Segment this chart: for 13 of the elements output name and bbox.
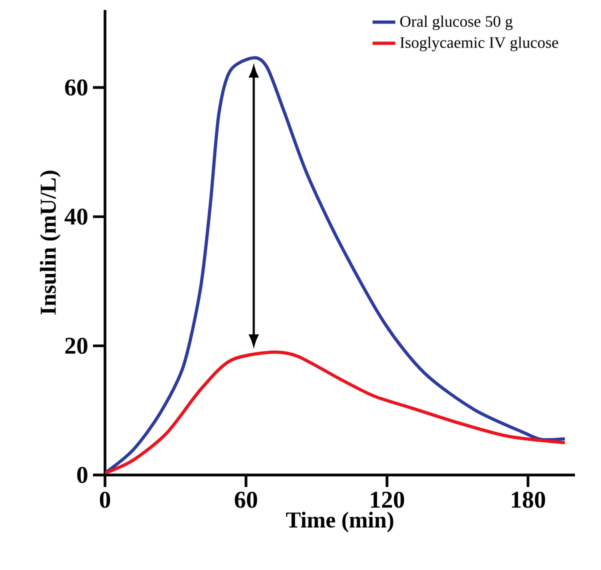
y-tick-label: 20 (65, 338, 88, 354)
line-series (105, 350, 566, 475)
x-tick-label: 0 (100, 492, 110, 508)
x-tick-label: 120 (370, 492, 404, 508)
y-tick-label: 0 (77, 466, 88, 484)
legend-label: Oral glucose 50 g (400, 16, 513, 30)
legend-label: Isoglycaemic IV glucose (400, 36, 558, 52)
y-tick-label: 40 (64, 208, 88, 225)
x-axis-title: Time (min) (286, 512, 394, 532)
x-tick-label: 60 (234, 492, 258, 508)
x-tick-label: 180 (512, 492, 546, 508)
y-tick-label: 60 (65, 79, 88, 96)
y-axis-title: Insulin (mU/L) (40, 170, 60, 314)
